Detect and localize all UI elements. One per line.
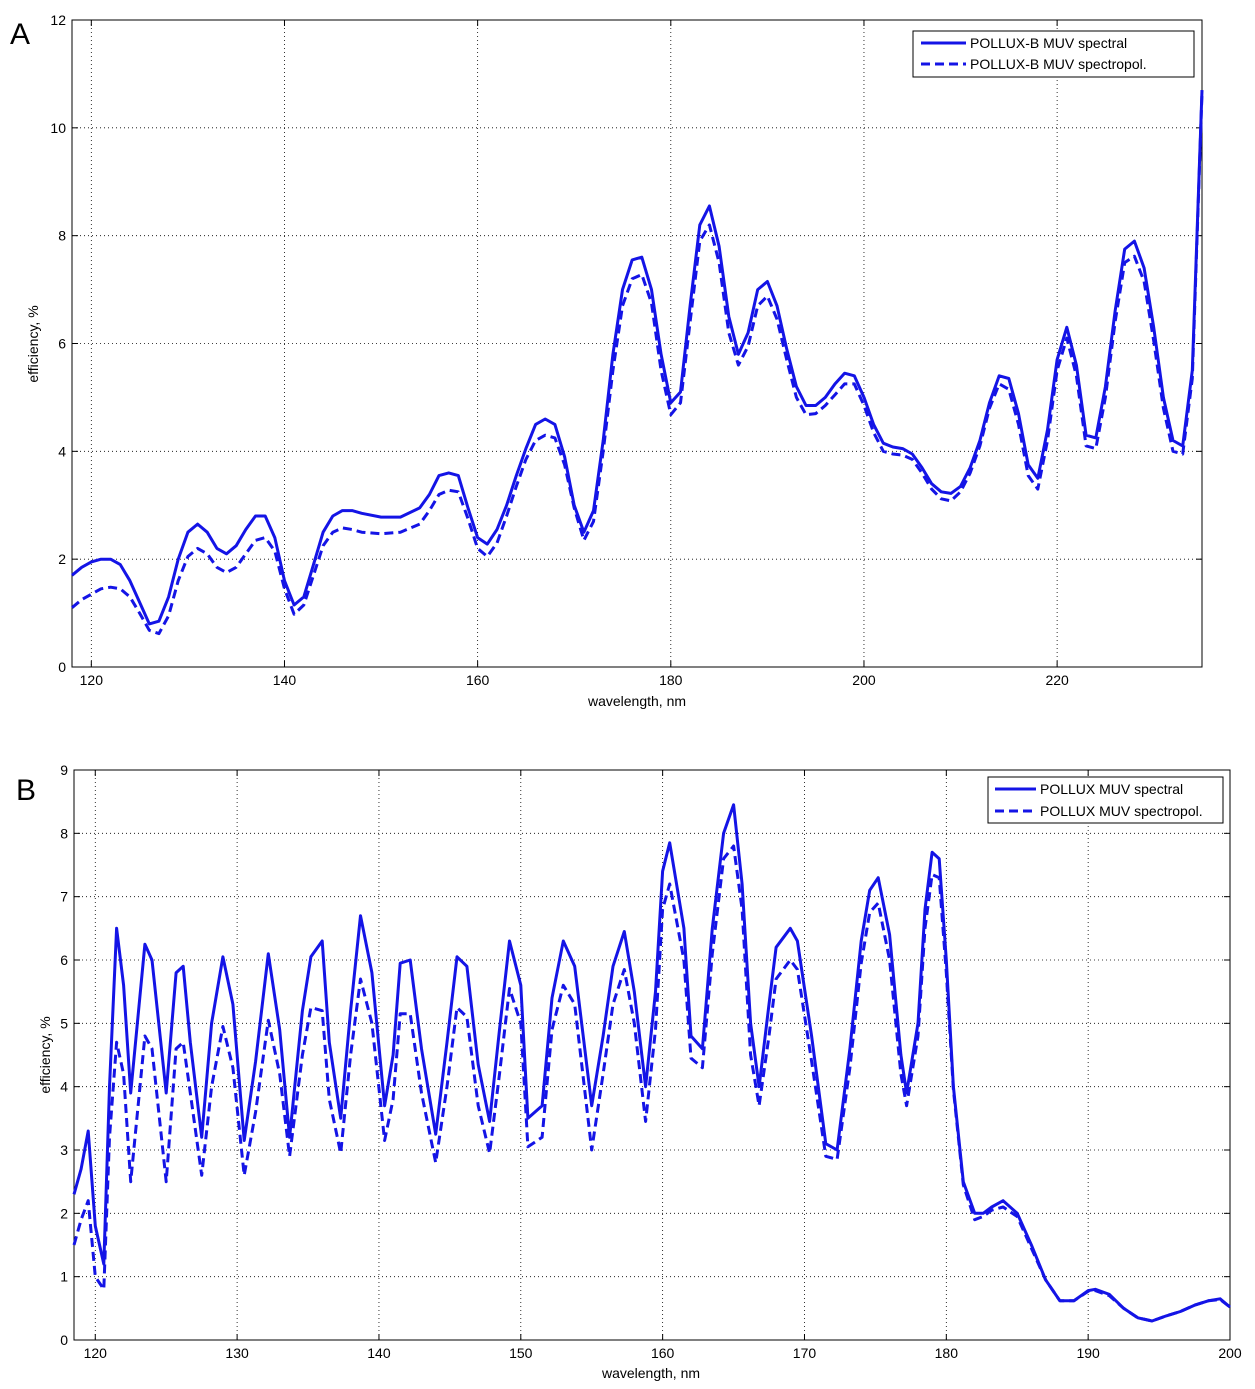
y-tick-label-b: 3: [60, 1142, 68, 1158]
x-tick-label-a: 120: [80, 672, 104, 688]
legend-box-a: [912, 30, 1195, 78]
y-tick-label-b: 2: [60, 1205, 68, 1221]
y-tick-label-b: 5: [60, 1015, 68, 1031]
x-tick-label-a: 220: [1045, 672, 1069, 688]
grid-a: [72, 19, 1202, 668]
x-tick-label-b: 150: [509, 1345, 533, 1361]
x-tick-label-b: 130: [225, 1345, 249, 1361]
y-tick-label-a: 6: [58, 336, 66, 352]
y-tick-label-a: 0: [58, 659, 66, 675]
y-tick-label-b: 8: [60, 825, 68, 841]
y-tick-label-a: 12: [50, 12, 66, 28]
y-tick-label-b: 7: [60, 889, 68, 905]
y-tick-label-b: 4: [60, 1079, 68, 1095]
legend-a: POLLUX-B MUV spectral POLLUX-B MUV spect…: [912, 30, 1195, 78]
series-b: [72, 803, 1231, 1323]
panel-label-a: A: [10, 18, 30, 51]
ticks-a: 120 140 160 180 200 220 0 2 4 6 8 10 12: [50, 12, 1202, 688]
y-tick-label-b: 9: [60, 762, 68, 778]
y-tick-label-b: 6: [60, 952, 68, 968]
legend-label-a-1: POLLUX-B MUV spectropol.: [970, 56, 1147, 72]
x-axis-label-a: wavelength, nm: [587, 693, 686, 709]
y-tick-label-b: 1: [60, 1269, 68, 1285]
legend-label-a-0: POLLUX-B MUV spectral: [970, 35, 1127, 51]
y-axis-label-a: efficiency, %: [25, 305, 41, 382]
x-tick-label-a: 180: [659, 672, 683, 688]
series-line-b-1: [72, 844, 1231, 1323]
y-tick-label-a: 8: [58, 228, 66, 244]
x-tick-label-b: 140: [367, 1345, 391, 1361]
panel-label-b: B: [16, 774, 36, 807]
y-tick-label-a: 10: [50, 120, 66, 136]
x-tick-label-b: 180: [935, 1345, 959, 1361]
x-tick-label-b: 160: [651, 1345, 675, 1361]
x-axis-label-b: wavelength, nm: [601, 1365, 700, 1381]
legend-label-b-0: POLLUX MUV spectral: [1040, 781, 1183, 797]
plot-area-b: [73, 769, 1231, 1341]
series-line-a-1: [71, 92, 1204, 636]
y-tick-label-a: 4: [58, 443, 66, 459]
chart-b: B 120 130 140 150 160 170 180 190 2000123456789 …: [16, 762, 1242, 1381]
x-tick-label-a: 160: [466, 672, 490, 688]
x-tick-label-b: 120: [84, 1345, 108, 1361]
series-line-a-0: [71, 90, 1204, 626]
series-a: [71, 90, 1204, 636]
x-tick-label-a: 200: [852, 672, 876, 688]
chart-a: A 120 140 160 180 200 220 0 2 4 6 8 10 12 wavelength…: [10, 12, 1204, 709]
y-axis-label-b: efficiency, %: [37, 1016, 53, 1093]
x-tick-label-b: 190: [1076, 1345, 1100, 1361]
legend-b: POLLUX MUV spectral POLLUX MUV spectropo…: [987, 776, 1224, 824]
x-tick-label-b: 170: [793, 1345, 817, 1361]
legend-label-b-1: POLLUX MUV spectropol.: [1040, 803, 1203, 819]
x-tick-label-a: 140: [273, 672, 297, 688]
legend-box-b: [987, 776, 1224, 824]
x-tick-label-b: 200: [1218, 1345, 1242, 1361]
ticks-b: 120 130 140 150 160 170 180 190 200 0 1 2 3 4 5 6 7 8 9: [60, 762, 1242, 1361]
series-line-b-0: [72, 803, 1231, 1323]
y-tick-label-b: 0: [60, 1332, 68, 1348]
y-tick-label-a: 2: [58, 551, 66, 567]
